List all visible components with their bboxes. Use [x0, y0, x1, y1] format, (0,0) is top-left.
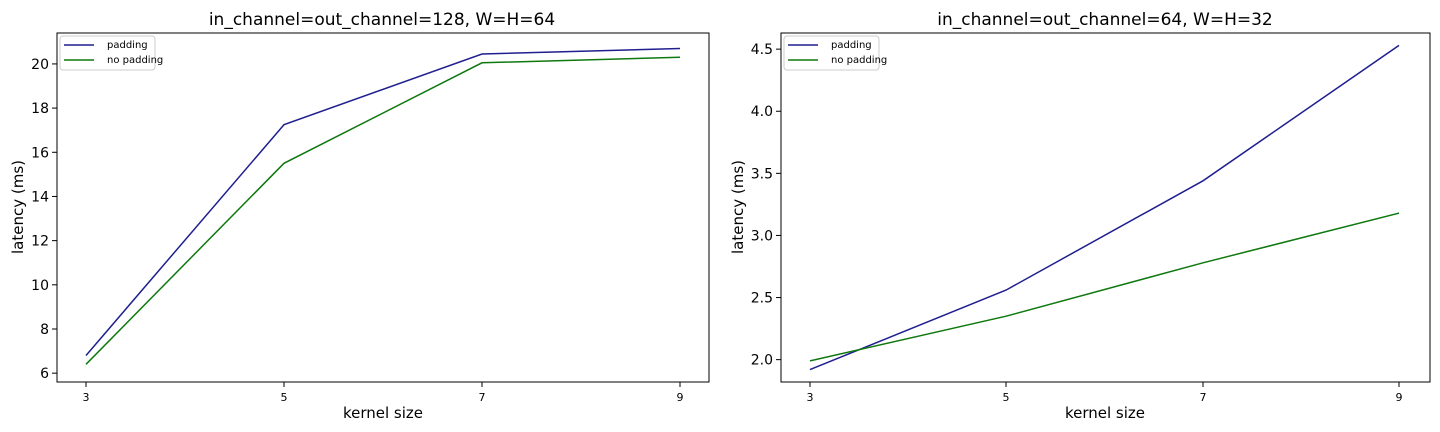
x-tick-label: 3: [83, 391, 90, 404]
chart-1-y-axis: 6 8 10 12 14 16 18 20: [31, 57, 57, 382]
chart-1-legend: padding no padding: [59, 35, 163, 71]
chart-2: in_channel=out_channel=64, W=H=32 2.0 2.5…: [729, 10, 1431, 422]
chart-2-title: in_channel=out_channel=64, W=H=32: [937, 10, 1273, 30]
y-tick-label: 10: [31, 278, 49, 294]
y-tick-label: 3.5: [751, 166, 773, 182]
chart-1-legend-label-no-padding: no padding: [107, 55, 163, 66]
x-tick-label: 5: [1003, 391, 1010, 404]
y-tick-label: 20: [31, 57, 49, 73]
chart-2-y-label: latency (ms): [729, 160, 747, 254]
chart-2-x-label: kernel size: [1065, 404, 1145, 422]
y-tick-label: 3.0: [751, 228, 773, 244]
chart-1-series: [85, 47, 681, 365]
chart-1-x-axis: 3 5 7 9: [83, 382, 684, 404]
chart-2-x-axis: 3 5 7 9: [807, 382, 1403, 404]
chart-1-y-label: latency (ms): [9, 160, 27, 254]
series-line-padding: [85, 47, 681, 356]
chart-1-title: in_channel=out_channel=128, W=H=64: [209, 10, 555, 30]
series-line-padding: [809, 44, 1400, 371]
chart-2-legend-label-no-padding: no padding: [831, 55, 887, 66]
x-tick-label: 9: [677, 391, 684, 404]
chart-1: in_channel=out_channel=128, W=H=64 6 8 10 1…: [9, 10, 710, 422]
x-tick-label: 3: [807, 391, 814, 404]
chart-2-legend: padding no padding: [783, 35, 887, 71]
series-line-no-padding: [809, 212, 1400, 362]
chart-2-plot-area: [780, 32, 1431, 383]
y-tick-label: 12: [31, 234, 49, 250]
y-tick-label: 2.0: [751, 353, 773, 369]
y-tick-label: 4.5: [751, 42, 773, 58]
y-tick-label: 16: [31, 145, 49, 161]
x-tick-label: 9: [1396, 391, 1403, 404]
chart-1-x-label: kernel size: [343, 404, 423, 422]
chart-1-plot-area: [56, 32, 710, 383]
x-tick-label: 7: [1200, 391, 1207, 404]
y-tick-label: 14: [31, 189, 49, 205]
x-tick-label: 7: [479, 391, 486, 404]
chart-2-legend-label-padding: padding: [831, 40, 872, 51]
series-line-no-padding: [85, 56, 681, 365]
chart-1-legend-label-padding: padding: [107, 40, 148, 51]
y-tick-label: 6: [40, 366, 49, 382]
y-tick-label: 18: [31, 101, 49, 117]
x-tick-label: 5: [281, 391, 288, 404]
y-tick-label: 4.0: [751, 104, 773, 120]
y-tick-label: 2.5: [751, 291, 773, 307]
chart-2-series: [809, 44, 1400, 371]
y-tick-label: 8: [40, 322, 49, 338]
chart-2-y-axis: 2.0 2.5 3.0 3.5 4.0 4.5: [751, 42, 781, 369]
